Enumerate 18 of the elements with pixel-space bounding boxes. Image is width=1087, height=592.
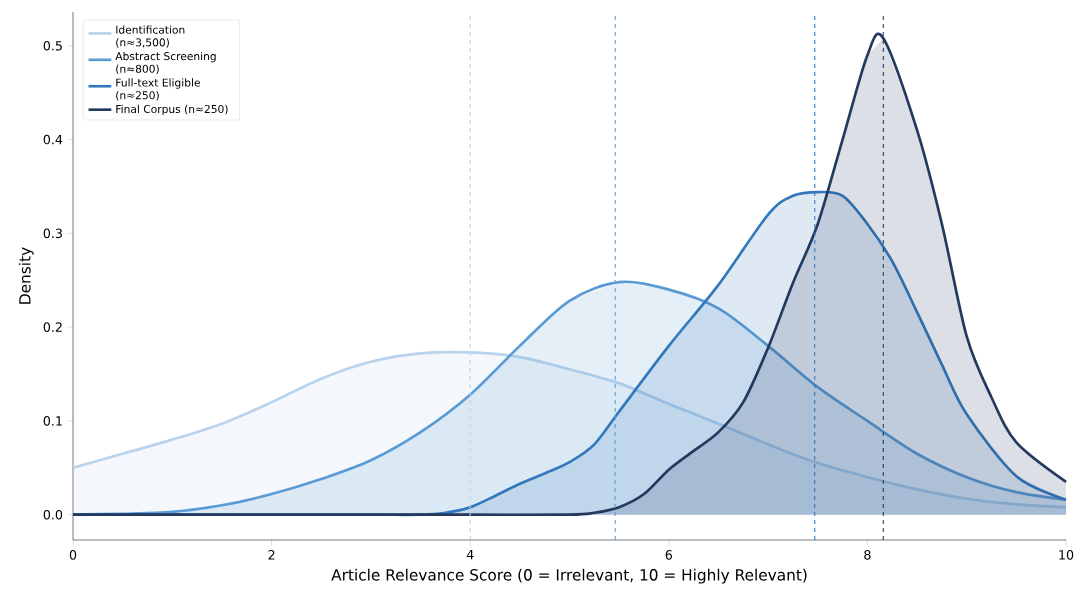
legend-label: Final Corpus (n≈250) xyxy=(116,104,228,116)
x-axis-title: Article Relevance Score (0 = Irrelevant, 10 = Highly Relevant) xyxy=(331,568,807,584)
y-tick-label: 0.4 xyxy=(43,134,63,145)
x-tick-label: 6 xyxy=(665,550,673,560)
x-tick-label: 10 xyxy=(1059,550,1074,560)
legend-label: Abstract Screening (n≈800) xyxy=(115,51,216,75)
y-axis-title: Density xyxy=(18,247,34,304)
x-tick-label: 2 xyxy=(268,550,275,560)
x-tick-label: 4 xyxy=(466,550,474,560)
y-tick-label: 0.3 xyxy=(43,228,62,239)
y-tick-label: 0.0 xyxy=(43,509,63,520)
y-tick-label: 0.5 xyxy=(43,40,62,51)
x-tick-label: 8 xyxy=(864,550,871,560)
x-tick-label: 0 xyxy=(69,550,77,560)
y-tick-label: 0.2 xyxy=(43,322,62,332)
y-tick-label: 0.1 xyxy=(43,416,62,426)
legend-label: Identification (n≈3,500) xyxy=(116,25,185,48)
legend-label: Full-text Eligible (n≈250) xyxy=(116,78,200,101)
